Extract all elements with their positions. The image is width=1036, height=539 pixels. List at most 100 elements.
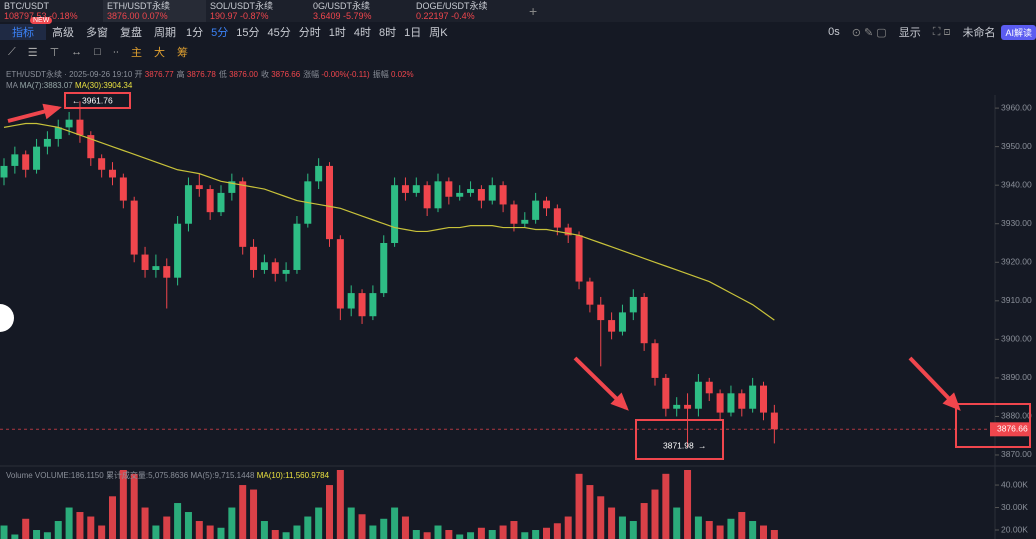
candle-body [228, 181, 236, 193]
candle-body [293, 223, 301, 270]
symbol-tab[interactable]: BTC/USDT 108797.53 -0.18% [0, 0, 103, 22]
candle-body [412, 185, 420, 193]
tool-icon[interactable]: ∙∙ [112, 46, 119, 58]
volume-bar [347, 507, 355, 539]
interval[interactable]: 5分 [211, 27, 229, 39]
volume-bar [629, 521, 637, 539]
candle-body [282, 269, 290, 274]
legend-value: 0.02% [390, 70, 414, 79]
interval[interactable]: 4时 [353, 27, 371, 39]
volume-bar [358, 514, 366, 539]
candle-body [738, 393, 746, 409]
volume-bar [477, 527, 485, 539]
volume-bar [33, 530, 41, 539]
y-tick-label: 3890.00 [1001, 372, 1032, 382]
add-tab[interactable]: + [529, 3, 538, 19]
volume-bar [564, 516, 572, 539]
candle-body [564, 227, 572, 236]
toolbar-item[interactable]: 周期 [154, 27, 176, 39]
candle-body [98, 158, 106, 170]
volume-bar [586, 485, 594, 539]
candle-body [184, 185, 192, 224]
volume-bar [11, 534, 19, 539]
toolbar-item[interactable]: 高级 [52, 27, 74, 39]
tool-label[interactable]: 筹 [176, 47, 188, 59]
candle-body [684, 404, 692, 409]
interval[interactable]: 1分 [186, 27, 204, 39]
candle-body [239, 181, 247, 247]
volume-bar [250, 489, 258, 539]
legend-key: 开 [134, 70, 143, 79]
display-button[interactable]: 显示 [898, 27, 921, 39]
interval[interactable]: 周K [429, 27, 448, 39]
y-tick-label: 3940.00 [1001, 179, 1032, 189]
volume-total: 累计成交量:5,075.8636 [105, 471, 189, 480]
interval[interactable]: 分时 [298, 27, 321, 39]
tab-price: 190.97 [210, 11, 238, 21]
interval[interactable]: 1日 [404, 27, 422, 39]
interval[interactable]: 45分 [267, 27, 291, 39]
volume-bar [293, 525, 301, 539]
annotation-arrowhead [42, 103, 62, 120]
tool-label[interactable]: 大 [153, 47, 165, 59]
ma30: MA(30):3904.34 [74, 81, 133, 90]
icons: ⛶ ⊡ [932, 25, 951, 38]
tool-icon[interactable]: ☰ [27, 46, 38, 59]
volume-bar [380, 518, 388, 539]
last-price-tag [990, 422, 1030, 437]
candle-body [141, 254, 149, 270]
tool-icon[interactable]: ⟋ [8, 45, 16, 58]
volume-bar [141, 507, 149, 539]
volume-bar [54, 521, 62, 539]
new-badge: NEW [30, 17, 53, 24]
symbol-tab[interactable]: ETH/USDT永续 3876.00 0.07% [103, 0, 206, 22]
volume-bar [662, 473, 670, 539]
layout-name[interactable]: 未命名 [962, 27, 996, 39]
volume-bar [521, 532, 529, 539]
volume-bar [553, 523, 561, 539]
volume-bar [510, 521, 518, 539]
side-handle[interactable] [0, 304, 14, 332]
candle-body [673, 404, 681, 409]
volume-bar [412, 530, 420, 539]
interval[interactable]: 15分 [236, 27, 260, 39]
candle-body [174, 223, 182, 278]
volume-bar [640, 503, 648, 539]
toolbar-item[interactable]: 复盘 [120, 27, 142, 39]
candle-body [336, 239, 344, 309]
volume-bar [738, 512, 746, 539]
candle-body [271, 262, 279, 274]
tab-change: -0.87% [240, 11, 269, 21]
tab-bar: BTC/USDT 108797.53 -0.18% ETH/USDT永续 3876.0… [0, 0, 1036, 22]
annotation-box [955, 403, 1031, 448]
volume-bar [673, 507, 681, 539]
tool-icon[interactable]: ⊤ [49, 46, 60, 59]
indicator-button[interactable]: 指标 NEW [0, 17, 53, 40]
volume-bar [109, 496, 116, 539]
tool-icon[interactable]: ↔ [71, 46, 83, 58]
high-arrow: ← [72, 95, 81, 105]
legend-value: 3876.78 [186, 70, 216, 79]
interval[interactable]: 1时 [328, 27, 346, 39]
volume-bar [488, 530, 496, 539]
candle-body [195, 185, 203, 190]
symbol-tab[interactable]: 0G/USDT永续 3.6409 -5.79% [309, 0, 412, 22]
ma7: MA(7):3883.07 [19, 81, 73, 90]
interval[interactable]: 8时 [379, 27, 397, 39]
toolbar-item[interactable]: 多窗 [86, 27, 108, 39]
symbol-tab[interactable]: SOL/USDT永续 190.97 -0.87% [206, 0, 309, 22]
tab-quote: 3876.00 0.07% [107, 11, 206, 21]
volume-bar [87, 516, 95, 539]
volume-bar [76, 512, 84, 539]
candle-body [380, 243, 388, 294]
ai-button[interactable]: AI解读 [1001, 24, 1036, 40]
volume-bar [467, 532, 475, 539]
tool-label[interactable]: 主 [130, 47, 142, 59]
annotation-box [64, 92, 131, 109]
volume-bar [195, 521, 203, 539]
volume-bar [423, 532, 431, 539]
symbol-tab[interactable]: DOGE/USDT永续 0.22197 -0.4% [412, 0, 515, 22]
tool-icon[interactable]: □ [94, 46, 101, 58]
tab-price: 3876.00 [107, 11, 140, 21]
